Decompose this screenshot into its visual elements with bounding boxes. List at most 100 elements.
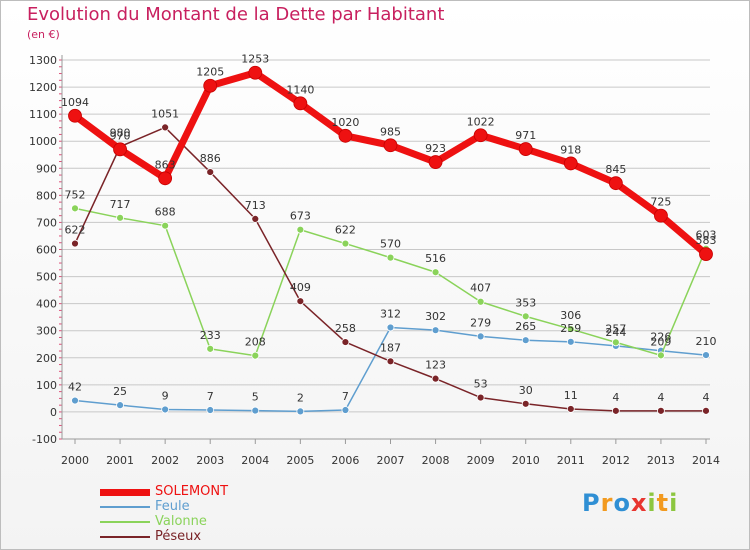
data-point-valonne <box>611 338 620 347</box>
data-label-valonne: 516 <box>425 252 446 265</box>
data-label-valonne: 209 <box>650 335 671 348</box>
data-point-péseux <box>206 168 215 176</box>
data-point-péseux <box>386 357 395 366</box>
chart-subtitle: (en €) <box>27 28 60 41</box>
x-tick-label: 2007 <box>377 454 405 467</box>
chart-legend: SOLEMONT Feule Valonne Péseux <box>100 484 300 544</box>
y-tick-label: 0 <box>50 406 57 419</box>
x-tick-label: 2006 <box>331 454 359 467</box>
data-point-feule <box>251 406 260 415</box>
data-point-solemont <box>608 176 623 191</box>
data-label-solemont: 923 <box>425 142 446 155</box>
data-point-péseux <box>657 406 665 415</box>
logo-letter: P <box>582 489 601 517</box>
data-point-valonne <box>521 312 530 321</box>
data-point-solemont <box>428 155 443 169</box>
legend-label: Valonne <box>155 514 207 529</box>
legend-swatch <box>100 536 150 538</box>
data-point-solemont <box>338 128 353 143</box>
series-line-feule <box>74 326 707 413</box>
y-tick-label: 300 <box>36 325 57 338</box>
x-tick-label: 2013 <box>647 454 675 467</box>
data-label-feule: 210 <box>696 335 717 348</box>
data-label-feule: 42 <box>68 381 82 394</box>
logo-letter: o <box>613 489 631 517</box>
logo-letter: x <box>630 489 648 517</box>
data-label-feule: 9 <box>162 389 169 402</box>
data-point-valonne <box>431 268 440 277</box>
data-point-solemont <box>68 108 82 123</box>
x-tick-label: 2010 <box>512 454 540 467</box>
data-point-solemont <box>563 156 578 171</box>
data-point-péseux <box>521 399 530 408</box>
data-point-péseux <box>431 374 440 383</box>
legend-label: SOLEMONT <box>155 484 229 499</box>
x-tick-label: 2005 <box>286 454 314 467</box>
data-label-péseux: 53 <box>474 378 488 391</box>
data-point-péseux <box>251 215 260 223</box>
y-tick-label: 800 <box>36 189 57 202</box>
legend-item: SOLEMONT <box>100 484 300 499</box>
data-label-feule: 7 <box>207 390 214 403</box>
y-tick-label: 1300 <box>29 54 57 67</box>
x-tick-label: 2012 <box>602 454 630 467</box>
data-label-péseux: 713 <box>245 199 266 212</box>
data-label-péseux: 1051 <box>151 107 179 120</box>
data-label-valonne: 752 <box>65 188 86 201</box>
data-point-feule <box>116 401 124 410</box>
data-label-valonne: 208 <box>245 336 266 349</box>
data-label-péseux: 123 <box>425 359 446 372</box>
data-label-feule: 2 <box>297 391 304 404</box>
y-tick-label: -100 <box>32 433 57 446</box>
data-point-valonne <box>341 239 350 248</box>
data-label-valonne: 603 <box>696 229 717 242</box>
data-point-valonne <box>251 351 260 360</box>
data-label-feule: 279 <box>470 316 491 329</box>
data-label-solemont: 970 <box>110 129 131 142</box>
x-tick-label: 2001 <box>106 454 134 467</box>
y-tick-label: 500 <box>36 271 57 284</box>
data-label-valonne: 688 <box>155 206 176 219</box>
logo-letter: t <box>656 489 670 517</box>
data-point-feule <box>431 326 440 335</box>
data-label-valonne: 570 <box>380 238 401 251</box>
data-point-feule <box>476 332 485 341</box>
data-label-solemont: 845 <box>605 163 626 176</box>
y-tick-label: 1100 <box>29 108 57 121</box>
x-tick-label: 2004 <box>241 454 269 467</box>
data-label-solemont: 971 <box>515 129 536 142</box>
data-point-péseux <box>566 405 575 413</box>
data-label-solemont: 1205 <box>196 66 224 79</box>
y-tick-label: 700 <box>36 216 57 229</box>
x-tick-label: 2003 <box>196 454 224 467</box>
data-point-péseux <box>476 393 485 402</box>
data-label-feule: 302 <box>425 310 446 323</box>
data-label-feule: 265 <box>515 320 536 333</box>
data-point-feule <box>566 337 575 346</box>
data-label-valonne: 622 <box>335 224 356 237</box>
legend-swatch <box>100 506 150 508</box>
data-label-solemont: 1022 <box>467 115 495 128</box>
data-label-solemont: 863 <box>155 158 176 171</box>
data-point-péseux <box>702 406 710 415</box>
data-point-solemont <box>654 208 668 223</box>
data-point-feule <box>702 351 710 359</box>
data-label-péseux: 258 <box>335 322 356 335</box>
data-label-valonne: 353 <box>515 296 536 309</box>
data-point-feule <box>341 406 350 414</box>
proxiti-logo: Proxiti <box>582 489 678 517</box>
legend-label: Feule <box>155 499 190 514</box>
y-tick-label: 600 <box>36 244 57 257</box>
data-point-péseux <box>161 123 170 132</box>
data-label-valonne: 717 <box>110 198 131 211</box>
data-point-péseux <box>71 239 79 248</box>
x-tick-label: 2014 <box>692 454 720 467</box>
data-label-solemont: 918 <box>560 143 581 156</box>
data-point-solemont <box>518 142 533 156</box>
legend-label: Péseux <box>155 529 202 544</box>
data-point-valonne <box>161 221 170 230</box>
x-tick-label: 2011 <box>557 454 585 467</box>
y-tick-label: 200 <box>36 352 57 365</box>
